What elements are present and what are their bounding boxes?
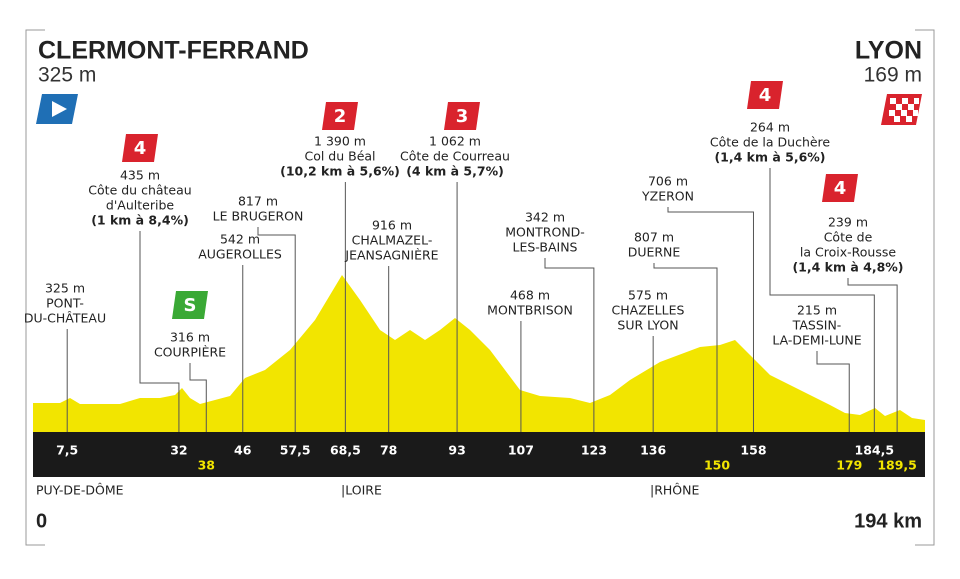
km-label: 7,5 [56, 443, 78, 458]
region: |LOIRE [341, 483, 382, 498]
place-name: MONTBRISON [487, 303, 573, 318]
climb-category: 4 [134, 138, 147, 159]
altitude: 435 m [120, 168, 160, 183]
place-name: PONT- [46, 296, 84, 311]
place-name: Côte de [824, 230, 873, 245]
km-label: 68,5 [330, 443, 361, 458]
km-label: 46 [234, 443, 252, 458]
altitude: 706 m [648, 174, 688, 189]
altitude: 1 062 m [429, 134, 481, 149]
km-label: 150 [704, 458, 730, 473]
place-name: CHALMAZEL- [352, 233, 433, 248]
leader-line [544, 258, 595, 432]
distance-end: 194 km [854, 510, 922, 532]
place-name: CHAZELLES [612, 303, 685, 318]
climb-badge [747, 81, 783, 109]
km-label: 93 [448, 443, 465, 458]
region: |RHÔNE [650, 483, 699, 498]
leader-line [139, 231, 180, 432]
climb-category: 4 [834, 178, 847, 199]
altitude: 215 m [797, 303, 837, 318]
altitude: 817 m [238, 194, 278, 209]
km-label: 136 [640, 443, 666, 458]
finish-altitude: 169 m [864, 64, 922, 87]
leader-line [667, 207, 754, 432]
place-name: COURPIÈRE [154, 345, 226, 360]
climb-detail: (1,4 km à 5,6%) [714, 150, 825, 165]
sprint-label: S [184, 295, 197, 316]
place-name: LA-DEMI-LUNE [772, 333, 861, 348]
place-name: Côte de Courreau [400, 149, 510, 164]
frame [25, 29, 935, 546]
km-label: 107 [508, 443, 534, 458]
place-name: LES-BAINS [513, 240, 578, 255]
place-name: DUERNE [628, 245, 681, 260]
place-name: LE BRUGERON [213, 209, 304, 224]
place-name: SUR LYON [617, 318, 678, 333]
place-name: la Croix-Rousse [800, 245, 896, 260]
km-label: 57,5 [280, 443, 311, 458]
leader-line [257, 227, 296, 432]
leader-line [189, 363, 207, 432]
climb-badge [444, 102, 480, 130]
altitude: 239 m [828, 215, 868, 230]
region: PUY-DE-DÔME [36, 483, 124, 498]
leader-line [653, 263, 718, 432]
climb-detail: (1 km à 8,4%) [91, 213, 189, 228]
start-flag [36, 94, 78, 124]
altitude: 807 m [634, 230, 674, 245]
climb-badge [822, 174, 858, 202]
altitude: 542 m [220, 232, 260, 247]
place-name: d'Aulteribe [106, 198, 174, 213]
altitude: 325 m [45, 281, 85, 296]
place-name: MONTROND- [505, 225, 585, 240]
km-label: 158 [740, 443, 766, 458]
altitude: 342 m [525, 210, 565, 225]
place-name: AUGEROLLES [198, 247, 282, 262]
climb-category: 2 [334, 106, 347, 127]
place-name: Côte de la Duchère [710, 135, 831, 150]
km-band [33, 432, 925, 477]
altitude: 575 m [628, 288, 668, 303]
altitude: 916 m [372, 218, 412, 233]
climb-detail: (4 km à 5,7%) [406, 164, 504, 179]
leader-line [769, 168, 875, 432]
finish-flag [881, 94, 922, 125]
km-label: 32 [170, 443, 187, 458]
start-altitude: 325 m [38, 64, 96, 87]
climb-detail: (10,2 km à 5,6%) [280, 164, 400, 179]
km-label: 123 [581, 443, 607, 458]
place-name: JEANSAGNIÈRE [344, 248, 438, 263]
leader-line [847, 278, 898, 432]
place-name: YZERON [641, 189, 694, 204]
climb-badge [122, 134, 158, 162]
climb-badge [322, 102, 358, 130]
sprint-badge [172, 291, 208, 319]
start-name: CLERMONT-FERRAND [38, 37, 309, 65]
place-name: TASSIN- [792, 318, 842, 333]
climb-category: 4 [759, 85, 772, 106]
distance-start: 0 [36, 510, 47, 532]
altitude: 1 390 m [314, 134, 366, 149]
elevation-profile [33, 275, 925, 432]
altitude: 316 m [170, 330, 210, 345]
finish-name: LYON [855, 37, 922, 65]
km-label: 179 [836, 458, 862, 473]
altitude: 468 m [510, 288, 550, 303]
leader-line [816, 351, 850, 432]
place-name: Côte du château [88, 183, 191, 198]
km-label: 78 [380, 443, 397, 458]
climb-detail: (1,4 km à 4,8%) [792, 260, 903, 275]
km-label: 38 [198, 458, 215, 473]
climb-category: 3 [456, 106, 469, 127]
altitude: 264 m [750, 120, 790, 135]
place-name: Col du Béal [304, 149, 375, 164]
km-label: 189,5 [877, 458, 917, 473]
place-name: DU-CHÂTEAU [24, 311, 106, 326]
km-label: 184,5 [855, 443, 895, 458]
